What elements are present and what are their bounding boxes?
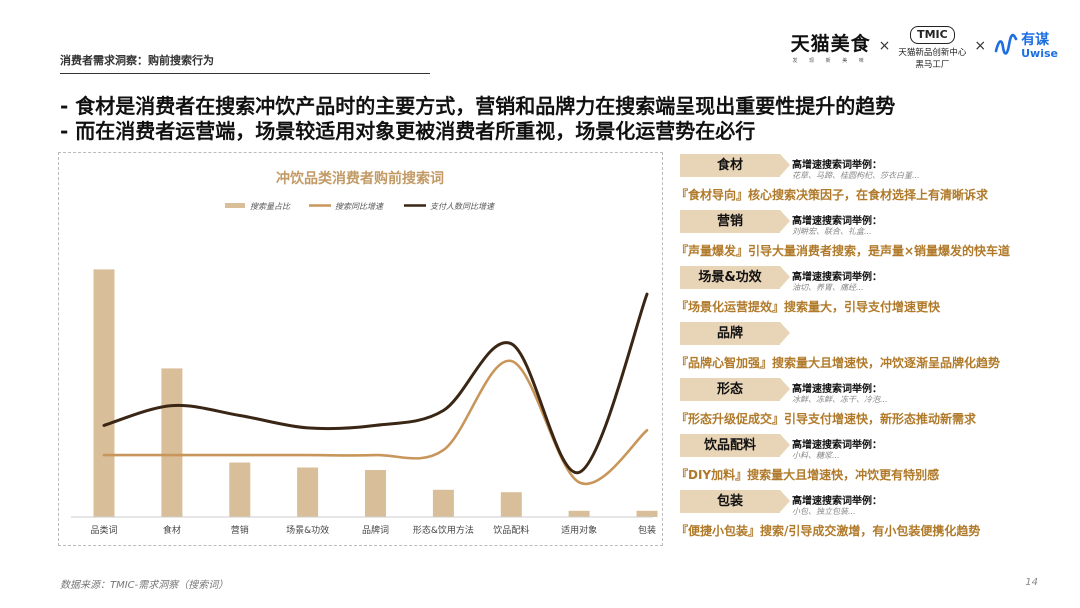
insight-row: 形态 高增速搜索词举例： 冰鲜、冻鲜、冻干、冷泡... 『形态升级促成交』引导支付增速… xyxy=(676,376,1076,432)
keyword-list: 油切、养胃、痛经... xyxy=(792,283,864,292)
page-number: 14 xyxy=(1025,577,1038,588)
section-label: 消费者需求洞察：购前搜索行为 xyxy=(60,54,214,67)
header-divider xyxy=(60,73,430,74)
insight-row: 包装 高增速搜索词举例： 小包、独立包装... 『便捷小包装』搜索/引导成交激增，有小… xyxy=(676,488,1076,544)
tmic-line1: 天猫新品创新中心 xyxy=(898,47,967,58)
insight-text: 『DIY加料』搜索量大且增速快，冲饮更有特别感 xyxy=(676,468,940,482)
keyword-list: 小料、糖浆... xyxy=(792,451,840,460)
legend-label-search-growth: 搜索同比增速 xyxy=(335,202,385,211)
tmic-logo: TMIC 天猫新品创新中心 黑马工厂 xyxy=(898,23,966,70)
uwise-cn: 有谋 xyxy=(1021,32,1050,48)
bar-1 xyxy=(161,368,183,517)
chart-title: 冲饮品类消费者购前搜索词 xyxy=(276,170,444,187)
keyword-list: 刘畊宏、联合、礼盒... xyxy=(792,227,872,236)
x-tick-label: 品牌词 xyxy=(362,524,389,536)
insight-tag: 包装 xyxy=(680,490,790,513)
keyword-list: 花草、马蹄、桂圆枸杞、莎衣白堇... xyxy=(792,171,920,180)
search-growth-line xyxy=(102,359,649,486)
insight-tag: 场景&功效 xyxy=(680,266,790,289)
insight-row: 饮品配料 高增速搜索词举例： 小料、糖浆... 『DIY加料』搜索量大且增速快，冲饮更… xyxy=(676,432,1076,488)
insight-row: 食材 高增速搜索词举例： 花草、马蹄、桂圆枸杞、莎衣白堇... 『食材导向』核心搜索决… xyxy=(676,152,1076,208)
legend-label-pay-growth: 支付人数同比增速 xyxy=(430,202,496,211)
uwise-logo: 有谋 Uwise xyxy=(994,31,1058,61)
insight-text: 『食材导向』核心搜索决策因子，在食材选择上有清晰诉求 xyxy=(676,188,989,202)
insight-text: 『场景化运营提效』搜索量大，引导支付增速更快 xyxy=(676,300,941,314)
insight-row: 营销 高增速搜索词举例： 刘畊宏、联合、礼盒... 『声量爆发』引导大量消费者搜索，是… xyxy=(676,208,1076,264)
keyword-title: 高增速搜索词举例： xyxy=(792,440,882,451)
keyword-title: 高增速搜索词举例： xyxy=(792,384,882,395)
x-tick-label: 包装 xyxy=(638,524,656,536)
keyword-title: 高增速搜索词举例： xyxy=(792,160,882,171)
data-source: 数据来源：TMIC-需求洞察（搜索词） xyxy=(60,580,229,591)
bar-5 xyxy=(432,489,454,517)
logo-separator-2: × xyxy=(974,38,987,54)
logo-area: 天猫美食 发 现 新 美 味 × TMIC 天猫新品创新中心 黑马工厂 × 有谋… xyxy=(791,23,1058,70)
x-tick-label: 场景&功效 xyxy=(286,524,329,536)
tmall-food-logo-name: 天猫美食 xyxy=(790,32,871,55)
insight-tag: 营销 xyxy=(680,210,790,233)
keyword-title: 高增速搜索词举例： xyxy=(792,272,882,283)
insight-tag: 品牌 xyxy=(680,322,790,345)
x-tick-label: 适用对象 xyxy=(561,524,597,536)
chart-container: 冲饮品类消费者购前搜索词 搜索量占比 搜索同比增速 支付人数同比增速 品类词 食材… xyxy=(58,152,663,546)
insight-tag: 食材 xyxy=(680,154,790,177)
bar-7 xyxy=(568,510,590,517)
pay-growth-line xyxy=(102,292,649,474)
logo-separator-1: × xyxy=(878,38,891,54)
line-series xyxy=(102,292,649,486)
bar-4 xyxy=(365,470,386,517)
insight-text: 『便捷小包装』搜索/引导成交激增，有小包装便携化趋势 xyxy=(676,524,981,538)
insight-tag: 形态 xyxy=(680,378,790,401)
legend-swatch-bar xyxy=(225,203,245,208)
insight-text: 『形态升级促成交』引导支付增速快，新形态推动新需求 xyxy=(676,412,977,426)
bar-series xyxy=(93,269,658,517)
bar-6 xyxy=(500,492,522,517)
x-tick-label: 形态&饮用方法 xyxy=(413,524,474,536)
x-tick-labels: 品类词 食材 营销 场景&功效 品牌词 形态&饮用方法 饮品配料 适用对象 包装 xyxy=(90,524,656,536)
insight-row: 品牌『品牌心智加强』搜索量大且增速快，冲饮逐渐呈品牌化趋势 xyxy=(676,320,1076,376)
chart-legend: 搜索量占比 搜索同比增速 支付人数同比增速 xyxy=(225,202,496,211)
x-tick-label: 品类词 xyxy=(90,524,117,536)
bar-2 xyxy=(229,462,251,517)
tmall-food-logo-sub: 发 现 新 美 味 xyxy=(792,57,869,64)
bar-3 xyxy=(297,467,319,517)
insight-text: 『声量爆发』引导大量消费者搜索，是声量×销量爆发的快车道 xyxy=(676,244,1011,258)
insight-text: 『品牌心智加强』搜索量大且增速快，冲饮逐渐呈品牌化趋势 xyxy=(676,356,1001,370)
keyword-list: 冰鲜、冻鲜、冻干、冷泡... xyxy=(792,395,888,404)
insight-row: 场景&功效 高增速搜索词举例： 油切、养胃、痛经... 『场景化运营提效』搜索量大，引… xyxy=(676,264,1076,320)
tmic-badge: TMIC xyxy=(910,25,955,44)
uwise-en: Uwise xyxy=(1021,47,1058,60)
x-tick-label: 食材 xyxy=(163,524,181,536)
insight-tag: 饮品配料 xyxy=(680,434,790,457)
tmic-line2: 黑马工厂 xyxy=(915,59,950,70)
tmall-food-logo: 天猫美食 发 现 新 美 味 xyxy=(791,29,871,64)
search-terms-chart: 冲饮品类消费者购前搜索词 搜索量占比 搜索同比增速 支付人数同比增速 品类词 食材… xyxy=(71,170,658,536)
bar-8 xyxy=(636,510,658,517)
keyword-title: 高增速搜索词举例： xyxy=(792,216,882,227)
keyword-title: 高增速搜索词举例： xyxy=(792,496,882,507)
uwise-wave-icon xyxy=(994,33,1018,55)
insight-panel: 食材 高增速搜索词举例： 花草、马蹄、桂圆枸杞、莎衣白堇... 『食材导向』核心搜索决… xyxy=(676,152,1076,546)
x-tick-label: 饮品配料 xyxy=(493,524,529,536)
headline-1: - 食材是消费者在搜索冲饮产品时的主要方式，营销和品牌力在搜索端呈现出重要性提升… xyxy=(60,94,896,118)
keyword-list: 小包、独立包装... xyxy=(792,507,856,516)
headline-2: - 而在消费者运营端，场景较适用对象更被消费者所重视，场景化运营势在必行 xyxy=(60,119,756,143)
legend-label-bar: 搜索量占比 xyxy=(250,202,291,211)
bar-0 xyxy=(93,269,115,517)
x-tick-label: 营销 xyxy=(231,524,249,536)
